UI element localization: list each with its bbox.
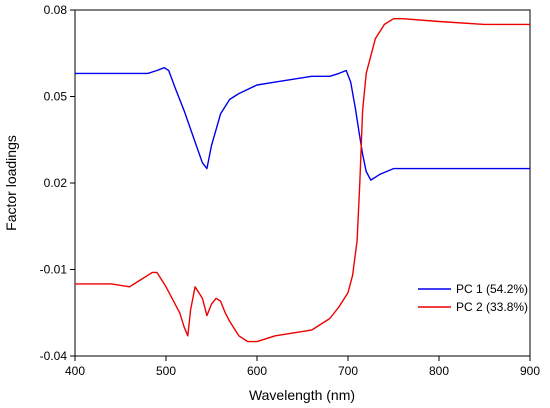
series-layer <box>75 18 530 343</box>
legend: PC 1 (54.2%) PC 2 (33.8%) <box>418 282 528 314</box>
y-tick-label: 0.05 <box>44 90 68 104</box>
series-line-pc2 <box>75 18 530 343</box>
y-axis-ticks: -0.04 -0.01 0.02 0.05 0.08 <box>40 3 75 363</box>
x-tick-label: 900 <box>520 364 540 378</box>
x-tick-label: 700 <box>338 364 358 378</box>
legend-label-pc1: PC 1 (54.2%) <box>456 282 528 296</box>
x-axis-title: Wavelength (nm) <box>249 387 355 403</box>
x-tick-label: 500 <box>156 364 176 378</box>
x-tick-label: 400 <box>65 364 85 378</box>
series-line-pc1 <box>75 66 530 181</box>
legend-label-pc2: PC 2 (33.8%) <box>456 300 528 314</box>
y-tick-label: 0.08 <box>44 3 68 17</box>
y-axis-title: Factor loadings <box>3 135 19 231</box>
y-tick-label: 0.02 <box>44 176 68 190</box>
y-tick-label: -0.01 <box>40 263 68 277</box>
x-tick-label: 800 <box>429 364 449 378</box>
y-tick-label: -0.04 <box>40 349 68 363</box>
x-axis-ticks: 400 500 600 700 800 900 <box>65 356 540 378</box>
x-tick-label: 600 <box>247 364 267 378</box>
